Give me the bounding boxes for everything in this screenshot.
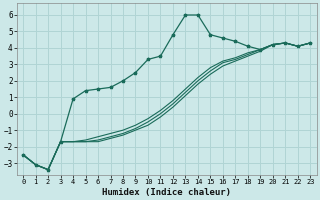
X-axis label: Humidex (Indice chaleur): Humidex (Indice chaleur) — [102, 188, 231, 197]
